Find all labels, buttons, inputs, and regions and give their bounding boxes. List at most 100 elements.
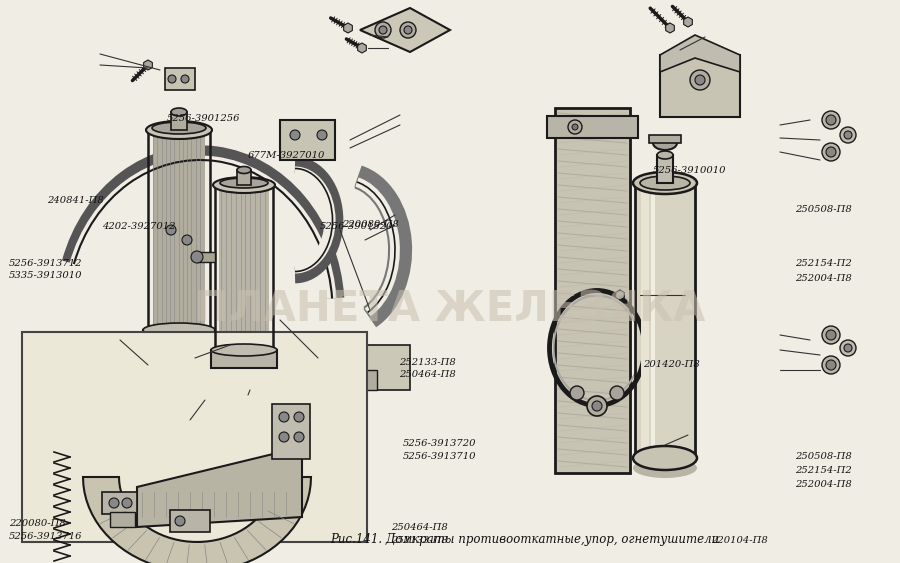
Ellipse shape [653,136,677,150]
Bar [649,135,681,143]
Ellipse shape [211,344,277,356]
Polygon shape [360,8,450,52]
Circle shape [279,412,289,422]
Polygon shape [66,437,75,447]
Bar [280,120,335,160]
Text: 252133-П8: 252133-П8 [399,358,455,367]
Bar [660,55,740,117]
Text: 5256-3913712: 5256-3913712 [9,259,83,268]
Bar [211,350,277,368]
Ellipse shape [146,121,212,139]
Circle shape [844,344,852,352]
Ellipse shape [220,178,268,188]
Circle shape [182,235,192,245]
Text: 250508-П8: 250508-П8 [795,452,851,461]
Text: 677М-3927010: 677М-3927010 [248,151,325,160]
Bar [197,252,215,262]
Circle shape [379,26,387,34]
Polygon shape [295,365,330,390]
Bar [358,345,410,390]
Circle shape [122,498,132,508]
Circle shape [191,251,203,263]
Circle shape [375,22,391,38]
Bar [635,183,695,458]
Text: 4202-3927012: 4202-3927012 [102,222,176,231]
Circle shape [166,225,176,235]
Ellipse shape [143,323,215,337]
Text: 252133-П8: 252133-П8 [392,536,448,545]
Text: 5256-3901520: 5256-3901520 [320,222,393,231]
Bar [547,116,638,138]
Text: 201420-П8: 201420-П8 [644,360,700,369]
Bar [165,68,195,90]
Text: 5335-3913010: 5335-3913010 [9,271,83,280]
Circle shape [400,22,416,38]
Circle shape [822,111,840,129]
Polygon shape [137,447,302,527]
Bar [140,348,218,360]
Text: 252154-П2: 252154-П2 [795,466,851,475]
Circle shape [181,75,189,83]
Bar [22,332,367,542]
Polygon shape [660,35,740,72]
Bar [657,155,673,183]
Text: 220080-П8: 220080-П8 [9,519,66,528]
Bar [651,188,655,453]
Text: 220104-П8: 220104-П8 [711,536,768,545]
Text: 240841-П8: 240841-П8 [47,196,104,205]
Circle shape [109,498,119,508]
Bar [148,130,210,330]
Text: ПЛАНЕТА ЖЕЛЕЗЯКА: ПЛАНЕТА ЖЕЛЕЗЯКА [194,289,706,331]
Circle shape [568,120,582,134]
Circle shape [404,26,412,34]
Circle shape [587,396,607,416]
Bar [153,130,205,330]
Circle shape [826,147,836,157]
Text: 250464-П8: 250464-П8 [392,523,448,532]
Bar [641,188,649,453]
Circle shape [168,75,176,83]
Text: 252154-П2: 252154-П2 [795,259,851,268]
Circle shape [570,386,584,400]
Text: Рис.141. Домкраты противооткатные,упор, огнетушители: Рис.141. Домкраты противооткатные,упор, … [330,534,719,547]
Ellipse shape [640,176,690,190]
Bar [143,330,215,352]
Circle shape [592,401,602,411]
Circle shape [290,130,300,140]
Bar [171,112,187,130]
Text: 250508-П8: 250508-П8 [795,205,851,214]
Text: 5256-3913710: 5256-3913710 [403,452,477,461]
Ellipse shape [213,177,275,193]
Text: 250464-П8: 250464-П8 [399,370,455,379]
Polygon shape [83,477,311,563]
Circle shape [175,516,185,526]
Polygon shape [144,60,152,70]
Circle shape [826,115,836,125]
Bar [237,170,251,185]
Text: 252004-П8: 252004-П8 [795,274,851,283]
Ellipse shape [633,172,697,194]
Ellipse shape [237,167,251,173]
Polygon shape [616,290,625,300]
Bar [215,185,273,350]
Bar [365,370,377,390]
Text: 5256-3910010: 5256-3910010 [652,166,726,175]
Circle shape [572,124,578,130]
Circle shape [695,75,705,85]
Bar [102,492,137,514]
Bar [272,404,310,459]
Ellipse shape [633,446,697,470]
Bar [555,108,630,473]
Bar [170,510,210,532]
Circle shape [844,131,852,139]
Ellipse shape [171,108,187,116]
Circle shape [822,356,840,374]
Bar [110,512,135,527]
Circle shape [294,432,304,442]
Circle shape [826,360,836,370]
Text: 220080-П8: 220080-П8 [342,220,399,229]
Polygon shape [344,23,352,33]
Text: 252004-П8: 252004-П8 [795,480,851,489]
Circle shape [822,143,840,161]
Circle shape [822,326,840,344]
